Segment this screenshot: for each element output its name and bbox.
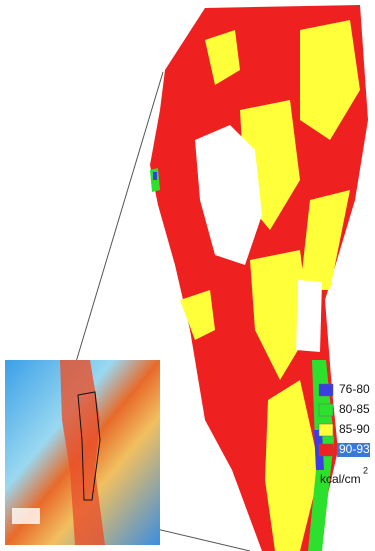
legend-swatch: [319, 424, 333, 436]
legend-swatch: [319, 404, 333, 416]
map-figure: 76-80 80-85 85-90 90-93 kcal/cm2: [0, 0, 375, 551]
legend-label: 80-85: [339, 402, 370, 416]
legend-swatch: [319, 444, 333, 456]
legend-label: 90-93: [339, 442, 370, 456]
legend-swatch: [319, 384, 333, 396]
unit-label: kcal/cm: [320, 472, 361, 486]
inset-map: [5, 360, 160, 545]
page: 76-80 80-85 85-90 90-93 kcal/cm2: [0, 0, 375, 551]
leader-line: [76, 72, 163, 362]
inset-legend: [12, 508, 40, 524]
unit-superscript: 2: [363, 465, 368, 475]
legend-label: 85-90: [339, 422, 370, 436]
study-area-map: [150, 5, 368, 551]
legend-label: 76-80: [339, 382, 370, 396]
